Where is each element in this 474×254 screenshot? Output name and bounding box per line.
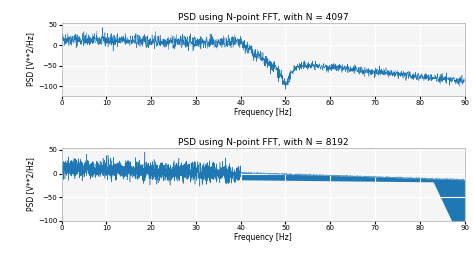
Title: PSD using N-point FFT, with N = 8192: PSD using N-point FFT, with N = 8192 xyxy=(178,138,348,147)
Y-axis label: PSD [V**2/Hz]: PSD [V**2/Hz] xyxy=(26,33,35,86)
X-axis label: Frequency [Hz]: Frequency [Hz] xyxy=(234,232,292,242)
Title: PSD using N-point FFT, with N = 4097: PSD using N-point FFT, with N = 4097 xyxy=(178,13,348,22)
Y-axis label: PSD [V**2/Hz]: PSD [V**2/Hz] xyxy=(26,157,35,211)
X-axis label: Frequency [Hz]: Frequency [Hz] xyxy=(234,108,292,117)
